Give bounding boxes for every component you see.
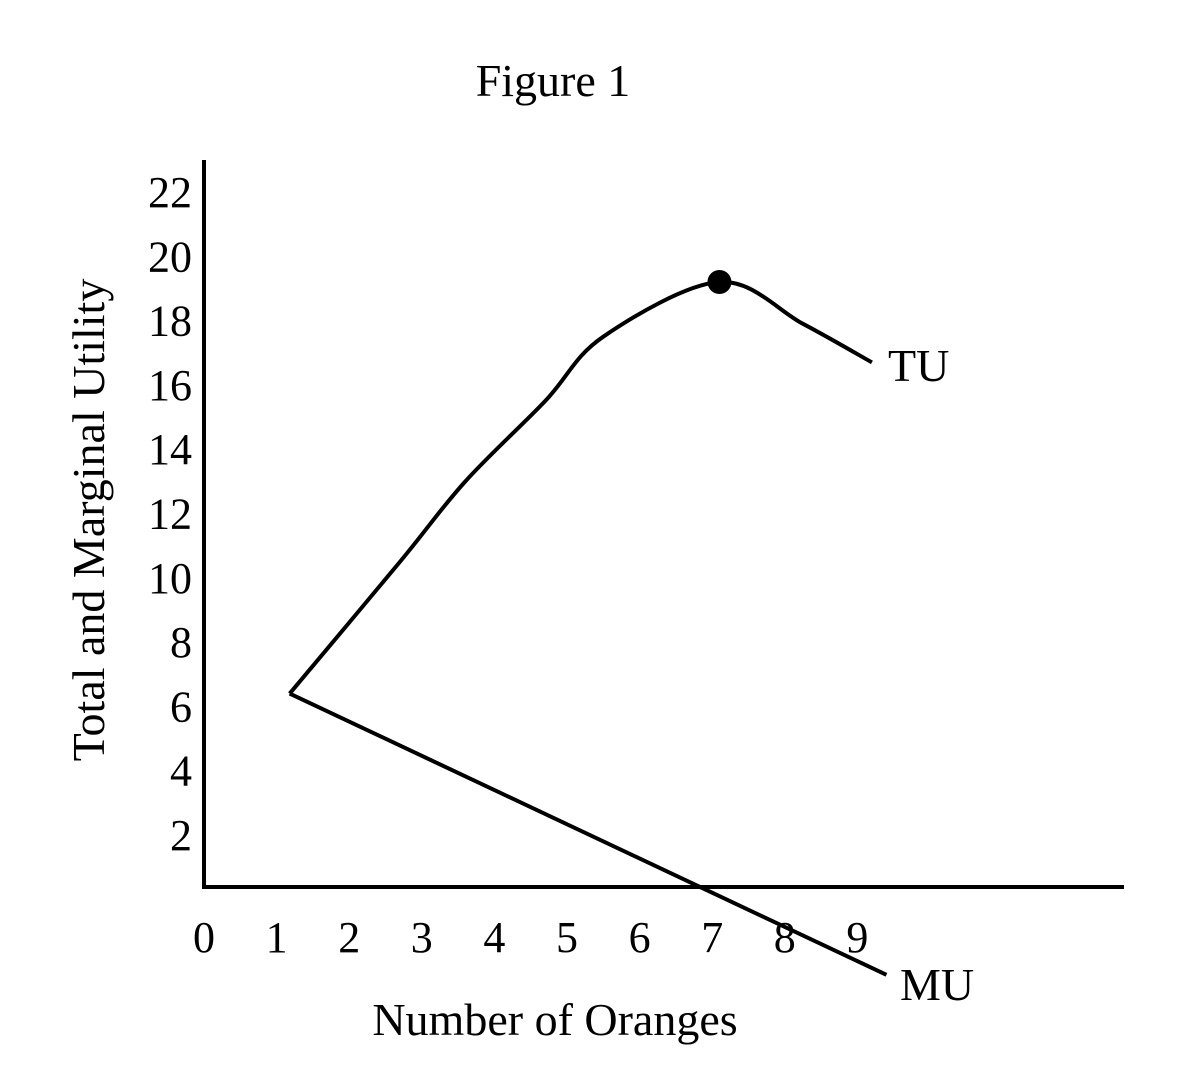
x-tick-label: 3 bbox=[411, 913, 433, 962]
x-tick-label: 4 bbox=[483, 913, 505, 962]
y-tick-label: 20 bbox=[148, 232, 192, 281]
y-tick-label: 6 bbox=[170, 682, 192, 731]
y-axis-label: Total and Marginal Utility bbox=[63, 279, 114, 762]
series-label-mu: MU bbox=[900, 959, 974, 1010]
chart-title: Figure 1 bbox=[476, 55, 631, 106]
x-tick-label: 5 bbox=[556, 913, 578, 962]
y-tick-label: 18 bbox=[148, 297, 192, 346]
x-tick-label: 0 bbox=[193, 913, 215, 962]
y-tick-label: 12 bbox=[148, 490, 192, 539]
y-tick-label: 4 bbox=[170, 747, 192, 796]
y-tick-label: 10 bbox=[148, 554, 192, 603]
x-tick-label: 9 bbox=[846, 913, 868, 962]
y-tick-label: 2 bbox=[170, 811, 192, 860]
y-tick-label: 16 bbox=[148, 361, 192, 410]
tu-maximum-point bbox=[707, 270, 732, 295]
series-label-tu: TU bbox=[888, 340, 949, 391]
y-tick-label: 14 bbox=[148, 425, 192, 474]
series-line-tu bbox=[288, 280, 873, 695]
x-tick-label: 8 bbox=[774, 913, 796, 962]
x-tick-label: 2 bbox=[338, 913, 360, 962]
y-tick-label: 8 bbox=[170, 618, 192, 667]
x-tick-label: 7 bbox=[701, 913, 723, 962]
x-tick-label: 1 bbox=[266, 913, 288, 962]
y-tick-label: 22 bbox=[148, 168, 192, 217]
x-axis-label: Number of Oranges bbox=[372, 994, 737, 1045]
x-tick-label: 6 bbox=[629, 913, 651, 962]
series-line-mu bbox=[288, 691, 888, 977]
